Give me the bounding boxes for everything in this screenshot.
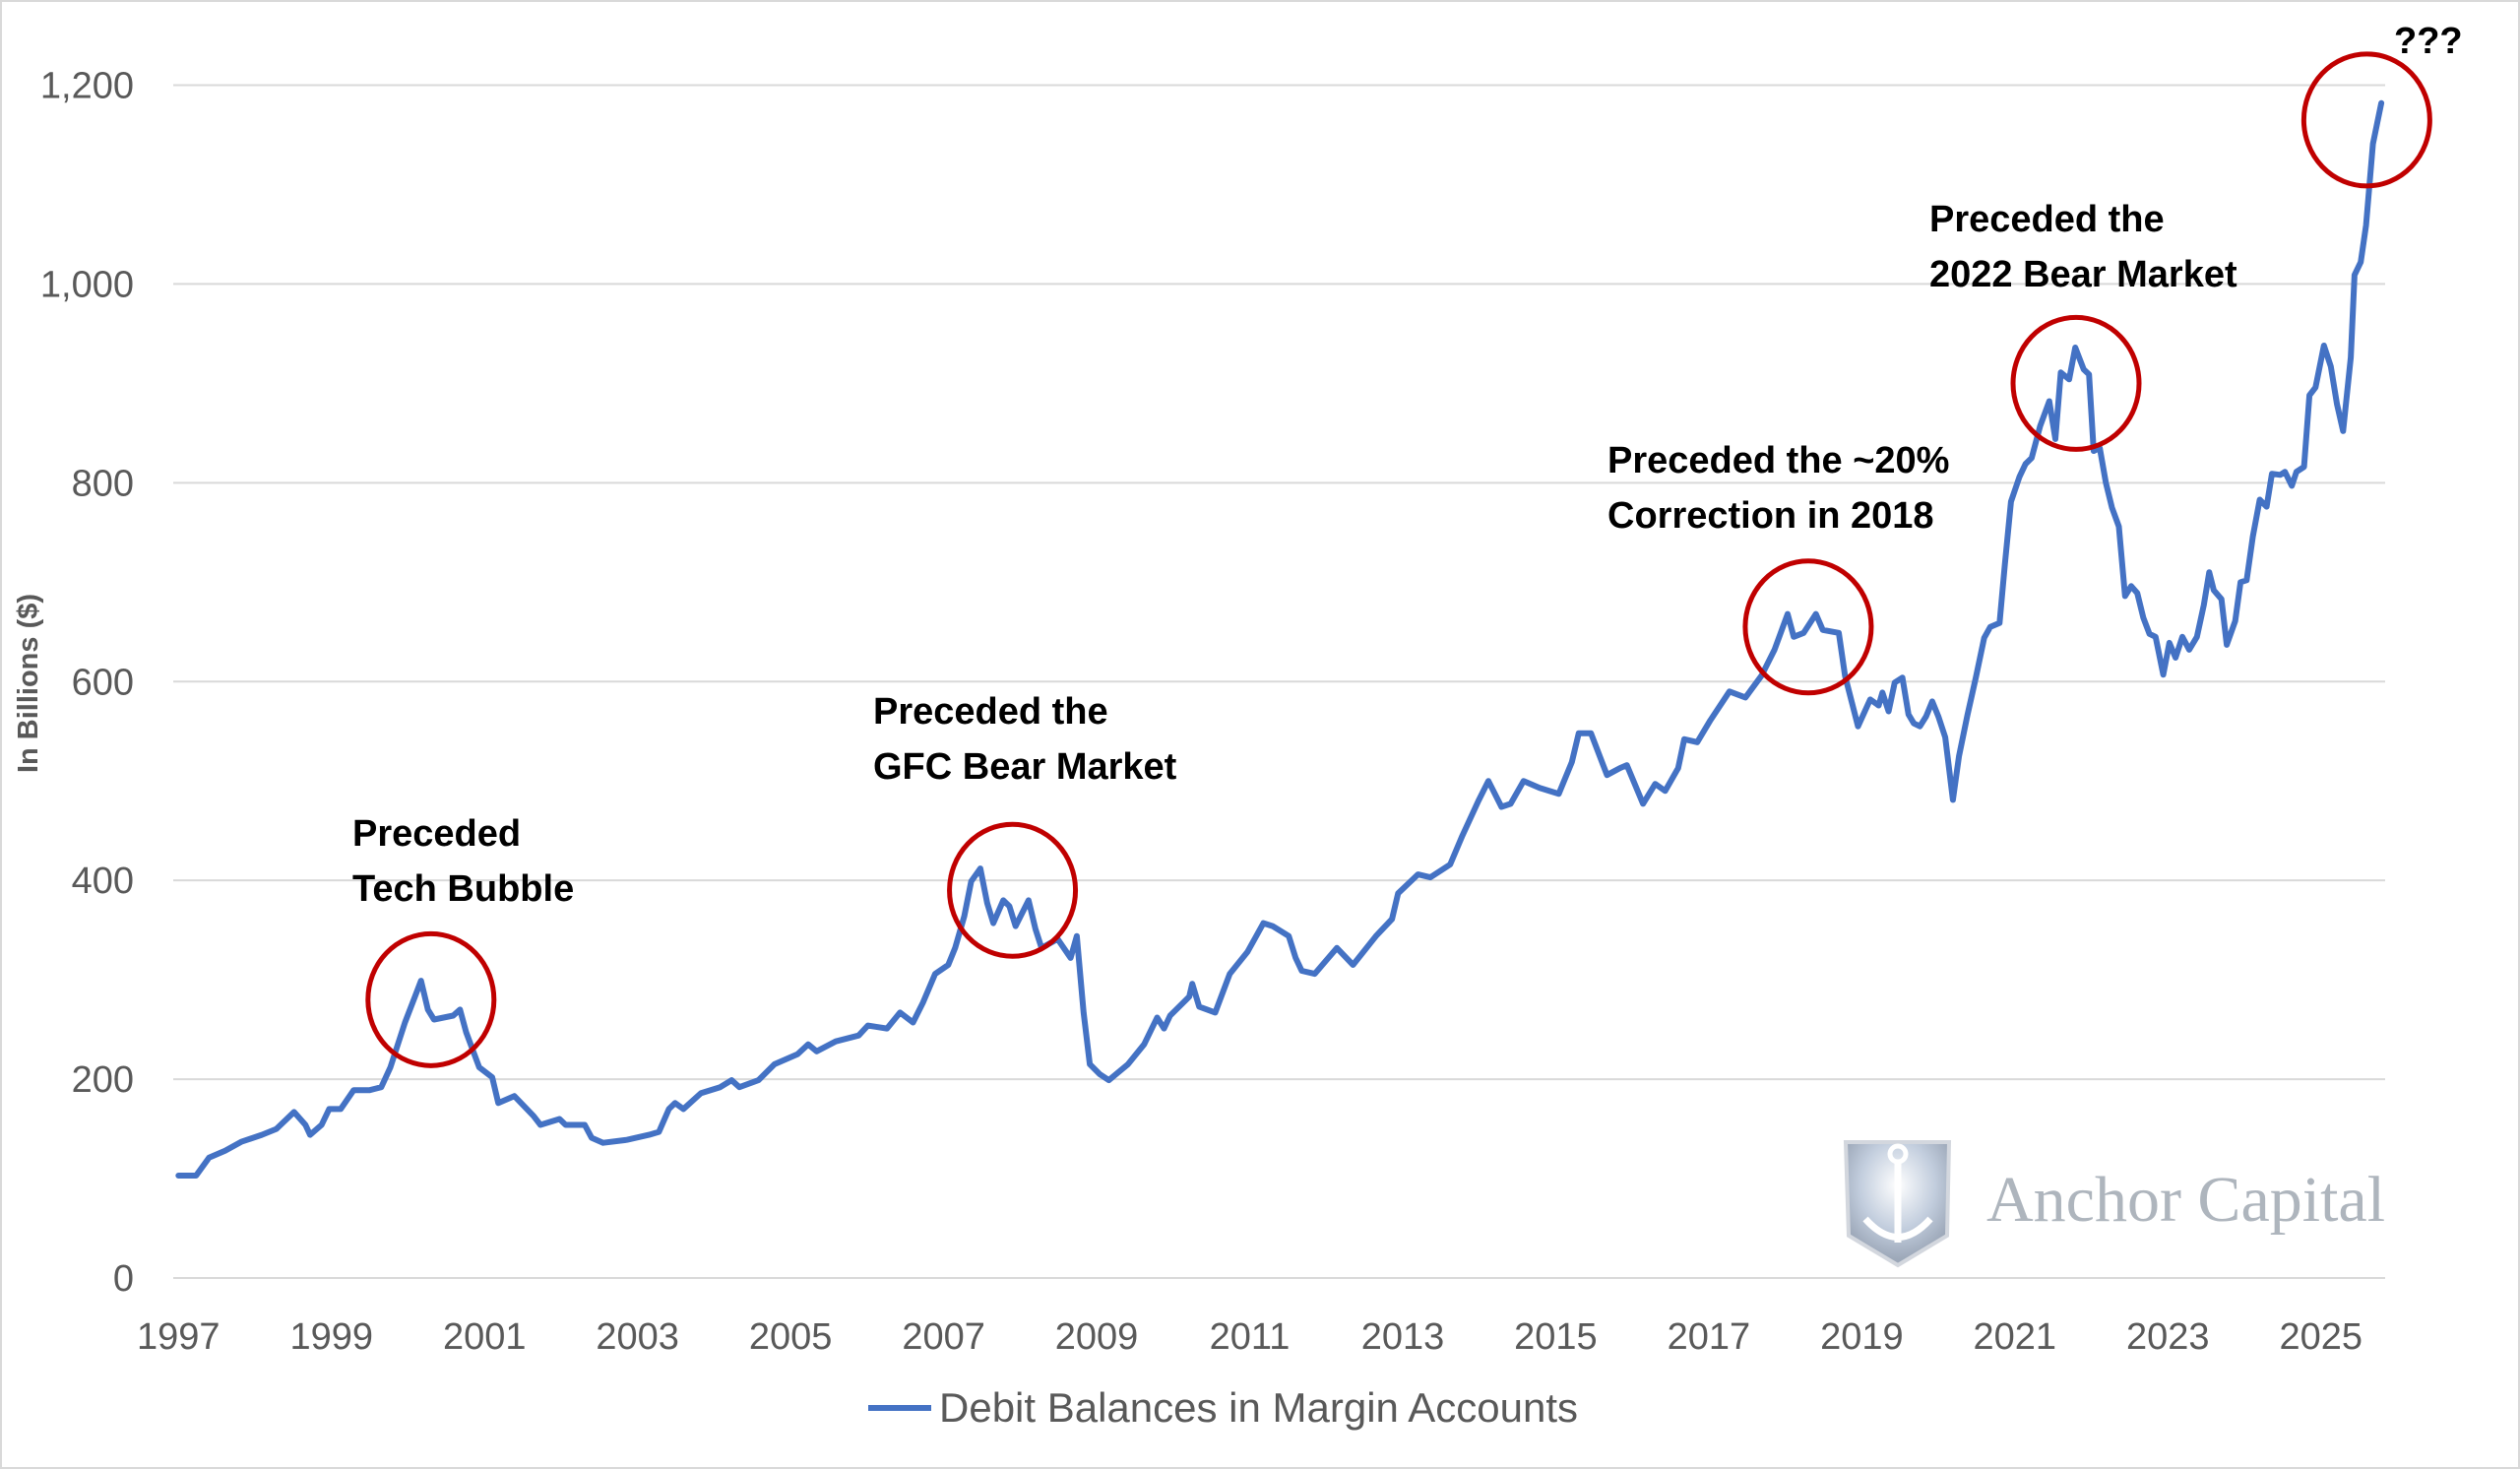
x-tick-label: 2015 bbox=[1514, 1316, 1598, 1358]
x-tick-label: 1997 bbox=[137, 1316, 220, 1358]
x-tick-label: 2007 bbox=[902, 1316, 985, 1358]
annotations-layer: Preceded Tech Bubble Preceded the GFC Bear … bbox=[352, 21, 2463, 1068]
annotation-line: Preceded the bbox=[873, 691, 1108, 733]
legend-label: Debit Balances in Margin Accounts bbox=[939, 1384, 1578, 1431]
y-tick-label: 800 bbox=[72, 463, 134, 504]
annotation-line: Correction in 2018 bbox=[1607, 495, 1934, 537]
annotation-circle bbox=[1742, 558, 1874, 696]
anchor-shield-icon bbox=[1843, 1140, 1952, 1268]
annotation-circle bbox=[947, 821, 1079, 959]
annotation-text: ??? bbox=[2394, 21, 2463, 62]
x-tick-label: 2017 bbox=[1668, 1316, 1751, 1358]
watermark-logo: Anchor Capital bbox=[1843, 1140, 2385, 1268]
annotation-circle bbox=[365, 930, 497, 1068]
y-axis-label: In Billions ($) bbox=[13, 594, 44, 773]
annotation-line: GFC Bear Market bbox=[873, 746, 1177, 788]
annotation-line: Preceded bbox=[352, 813, 521, 855]
annotation-text: Preceded Tech Bubble bbox=[352, 813, 574, 910]
annotation-line: Preceded the bbox=[1929, 199, 2165, 240]
annotation-line: Tech Bubble bbox=[352, 868, 574, 910]
x-tick-label: 2001 bbox=[443, 1316, 527, 1358]
y-axis-ticks: 0 200 400 600 800 1,000 1,200 bbox=[40, 66, 134, 1301]
x-tick-label: 2009 bbox=[1055, 1316, 1139, 1358]
annotation-text: Preceded the 2022 Bear Market bbox=[1929, 199, 2237, 295]
x-tick-label: 2025 bbox=[2279, 1316, 2362, 1358]
annotation-line: 2022 Bear Market bbox=[1929, 254, 2237, 295]
watermark-text: Anchor Capital bbox=[1986, 1164, 2385, 1236]
y-tick-label: 1,000 bbox=[40, 264, 134, 305]
y-tick-label: 600 bbox=[72, 662, 134, 703]
x-tick-label: 2011 bbox=[1210, 1316, 1291, 1358]
annotation-circle bbox=[2300, 51, 2432, 189]
y-tick-label: 1,200 bbox=[40, 66, 134, 107]
annotation-line: Preceded the ~20% bbox=[1607, 440, 1949, 481]
x-tick-label: 2023 bbox=[2126, 1316, 2210, 1358]
y-tick-label: 0 bbox=[113, 1258, 134, 1300]
x-tick-label: 2003 bbox=[596, 1316, 679, 1358]
x-tick-label: 2021 bbox=[1974, 1316, 2057, 1358]
series-layer bbox=[175, 99, 2385, 1179]
annotation-text: Preceded the ~20% Correction in 2018 bbox=[1607, 440, 1949, 537]
series-line-debit-balances bbox=[175, 99, 2385, 1179]
x-tick-label: 1999 bbox=[289, 1316, 373, 1358]
x-tick-label: 2013 bbox=[1361, 1316, 1445, 1358]
y-tick-label: 200 bbox=[72, 1059, 134, 1101]
annotation-text: Preceded the GFC Bear Market bbox=[873, 691, 1177, 788]
annotation-line: ??? bbox=[2394, 21, 2463, 62]
x-axis-ticks: 1997 1999 2001 2003 2005 2007 2009 2011 2013 2015… bbox=[137, 1316, 2362, 1358]
x-tick-label: 2005 bbox=[749, 1316, 833, 1358]
x-tick-label: 2019 bbox=[1820, 1316, 1904, 1358]
annotation-circle bbox=[2010, 314, 2142, 452]
legend: Debit Balances in Margin Accounts bbox=[868, 1384, 1578, 1431]
y-tick-label: 400 bbox=[72, 861, 134, 902]
